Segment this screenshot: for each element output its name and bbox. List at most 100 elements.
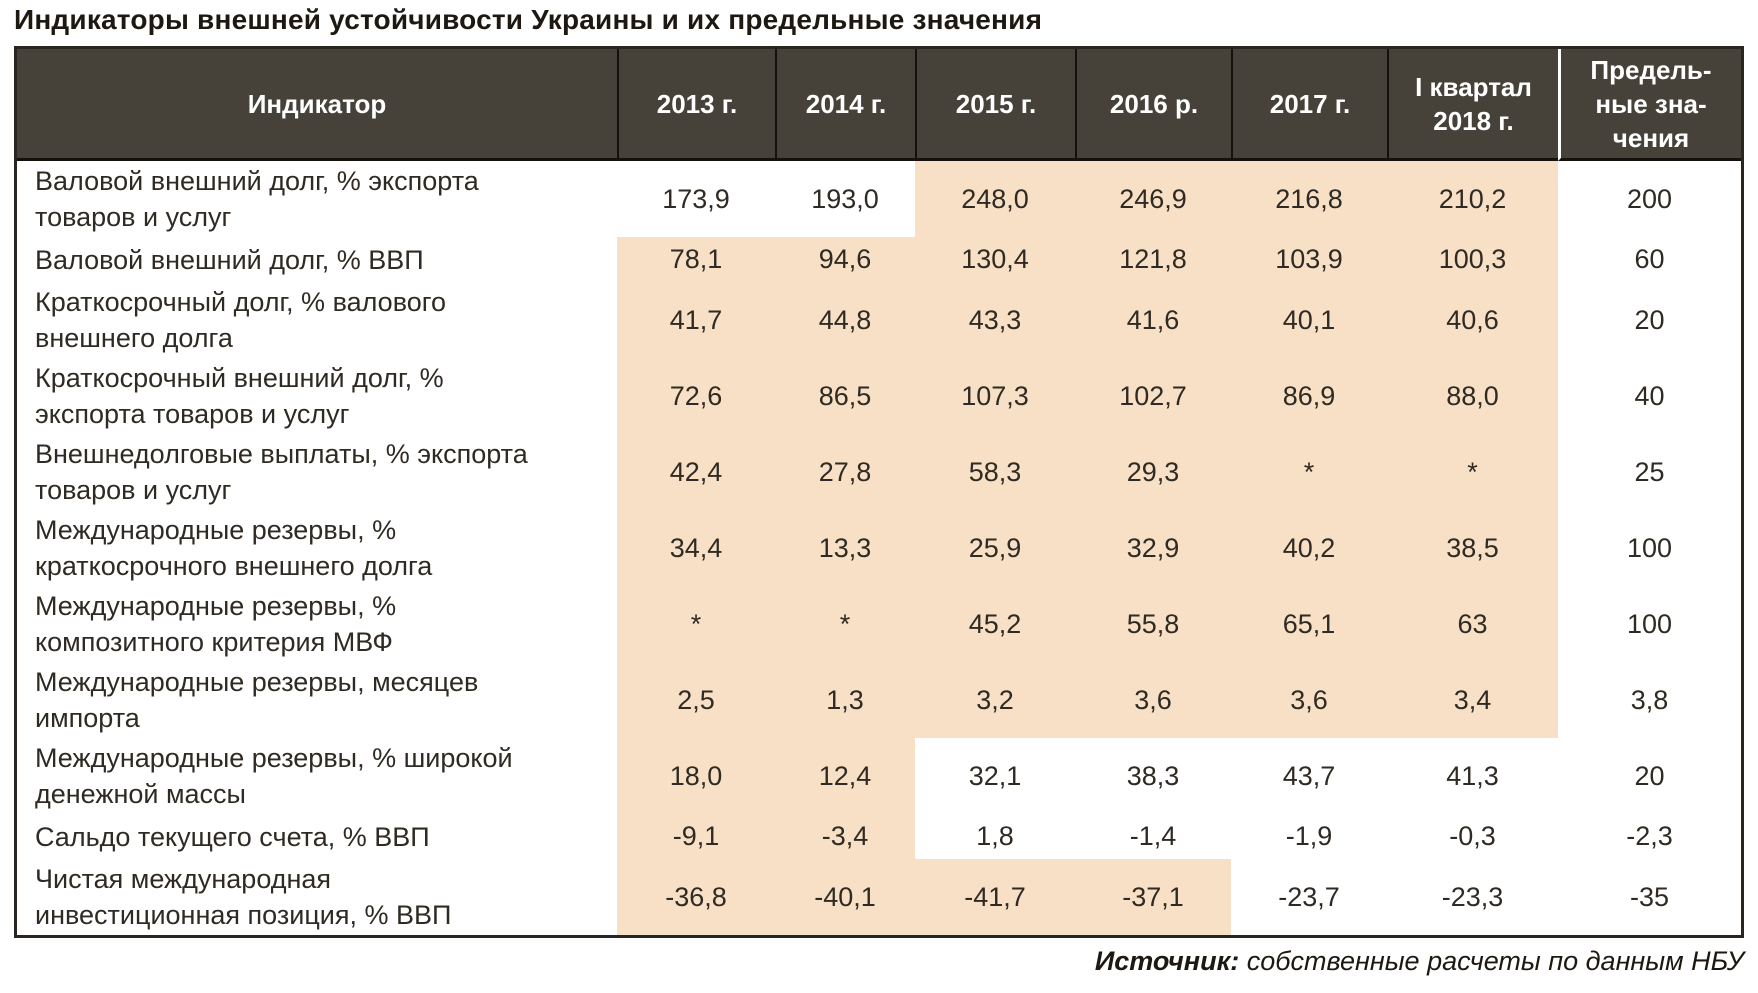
value-cell: 32,1	[968, 760, 1022, 791]
value-cell: 43,3	[915, 282, 1075, 358]
table-row: Чистая международная инвестиционная пози…	[17, 859, 1741, 935]
threshold-cell: 3,8	[1630, 684, 1669, 715]
threshold-cell: -35	[1629, 881, 1670, 912]
value-cell: 41,7	[617, 282, 775, 358]
table-row: Международные резервы, месяцев импорта 2,…	[17, 662, 1741, 738]
value-cell: 41,6	[1075, 282, 1231, 358]
value-cell: 43,7	[1282, 760, 1336, 791]
threshold-cell: 100	[1626, 608, 1673, 639]
threshold-cell: 20	[1634, 760, 1665, 791]
value-cell: 86,9	[1231, 358, 1387, 434]
table-row: Международные резервы, % краткосрочного …	[17, 510, 1741, 586]
table-row: Краткосрочный долг, % валового внешнего …	[17, 282, 1741, 358]
value-cell: -0,3	[1449, 821, 1496, 851]
value-cell: 3,2	[915, 662, 1075, 738]
threshold-cell: 100	[1626, 532, 1673, 563]
value-cell: 42,4	[617, 434, 775, 510]
value-cell: 3,4	[1387, 662, 1558, 738]
table-row: Внешнедолговые выплаты, % экспорта товар…	[17, 434, 1741, 510]
column-header: I квартал 2018 г.	[1387, 49, 1558, 161]
column-header: 2017 г.	[1231, 49, 1387, 161]
indicators-table-wrapper: Индикатор 2013 г. 2014 г. 2015 г. 2016 р. 201…	[14, 46, 1744, 938]
column-header: 2016 р.	[1075, 49, 1231, 161]
value-cell: 1,8	[976, 821, 1014, 851]
value-cell: 55,8	[1075, 586, 1231, 662]
table-row: Валовой внешний долг, % экспорта товаров…	[17, 161, 1741, 237]
value-cell: 86,5	[775, 358, 915, 434]
threshold-cell: -2,3	[1626, 821, 1673, 851]
value-cell: 41,3	[1446, 760, 1499, 791]
value-cell: 13,3	[775, 510, 915, 586]
value-cell: 29,3	[1075, 434, 1231, 510]
value-cell: 40,2	[1231, 510, 1387, 586]
table-body: Валовой внешний долг, % экспорта товаров…	[17, 161, 1741, 935]
table-row: Валовой внешний долг, % ВВП 78,1 94,6 130,4…	[17, 237, 1741, 282]
value-cell: 63	[1387, 586, 1558, 662]
value-cell: -23,7	[1278, 881, 1340, 912]
indicator-cell: Международные резервы, % широкой денежно…	[35, 743, 513, 809]
value-cell: 102,7	[1075, 358, 1231, 434]
value-cell: 27,8	[775, 434, 915, 510]
column-header: Предель- ные зна- чения	[1558, 49, 1741, 161]
value-cell: 38,3	[1126, 760, 1180, 791]
table-row: Международные резервы, % композитного кр…	[17, 586, 1741, 662]
value-cell: 193,0	[811, 183, 879, 214]
table-row: Сальдо текущего счета, % ВВП -9,1 -3,4 1,8 -…	[17, 814, 1741, 859]
column-header: 2015 г.	[915, 49, 1075, 161]
value-cell: 210,2	[1387, 161, 1558, 237]
value-cell: 65,1	[1231, 586, 1387, 662]
value-cell: 248,0	[915, 161, 1075, 237]
column-header: 2014 г.	[775, 49, 915, 161]
value-cell: 173,9	[662, 183, 730, 214]
value-cell: -9,1	[617, 814, 775, 859]
value-cell: 12,4	[775, 738, 915, 814]
value-cell: 130,4	[915, 237, 1075, 282]
value-cell: 78,1	[617, 237, 775, 282]
value-cell: 40,6	[1387, 282, 1558, 358]
value-cell: 32,9	[1075, 510, 1231, 586]
value-cell: 103,9	[1231, 237, 1387, 282]
threshold-cell: 20	[1634, 304, 1665, 335]
header-row: Индикатор 2013 г. 2014 г. 2015 г. 2016 р. 201…	[17, 49, 1741, 161]
table-row: Международные резервы, % широкой денежно…	[17, 738, 1741, 814]
value-cell: 38,5	[1387, 510, 1558, 586]
value-cell: *	[617, 586, 775, 662]
value-cell: 121,8	[1075, 237, 1231, 282]
value-cell: 72,6	[617, 358, 775, 434]
value-cell: *	[775, 586, 915, 662]
indicators-table: Индикатор 2013 г. 2014 г. 2015 г. 2016 р. 201…	[17, 49, 1741, 935]
threshold-cell: 200	[1626, 183, 1673, 214]
value-cell: 88,0	[1387, 358, 1558, 434]
indicator-cell: Международные резервы, % композитного кр…	[35, 591, 397, 657]
column-header: 2013 г.	[617, 49, 775, 161]
value-cell: *	[1231, 434, 1387, 510]
value-cell: 2,5	[617, 662, 775, 738]
table-header: Индикатор 2013 г. 2014 г. 2015 г. 2016 р. 201…	[17, 49, 1741, 161]
value-cell: 107,3	[915, 358, 1075, 434]
page-title: Индикаторы внешней устойчивости Украины …	[14, 4, 1043, 35]
value-cell: 246,9	[1075, 161, 1231, 237]
indicator-cell: Валовой внешний долг, % экспорта товаров…	[35, 166, 479, 232]
indicator-cell: Краткосрочный внешний долг, % экспорта т…	[35, 363, 444, 429]
value-cell: -41,7	[915, 859, 1075, 935]
value-cell: 45,2	[915, 586, 1075, 662]
indicator-cell: Международные резервы, % краткосрочного …	[35, 515, 433, 581]
indicator-cell: Чистая международная инвестиционная пози…	[35, 864, 452, 930]
source-note: Источник: собственные расчеты по данным …	[1095, 946, 1744, 977]
threshold-cell: 60	[1634, 244, 1665, 274]
indicator-cell: Краткосрочный долг, % валового внешнего …	[35, 287, 447, 353]
indicator-cell: Внешнедолговые выплаты, % экспорта товар…	[35, 439, 528, 505]
indicator-cell: Международные резервы, месяцев импорта	[35, 667, 479, 733]
value-cell: 34,4	[617, 510, 775, 586]
value-cell: -37,1	[1075, 859, 1231, 935]
value-cell: 18,0	[617, 738, 775, 814]
table-row: Краткосрочный внешний долг, % экспорта т…	[17, 358, 1741, 434]
value-cell: 40,1	[1231, 282, 1387, 358]
column-header-indicator: Индикатор	[17, 49, 617, 161]
value-cell: 100,3	[1387, 237, 1558, 282]
value-cell: -1,9	[1285, 821, 1333, 851]
threshold-cell: 40	[1634, 380, 1665, 411]
source-label: Источник:	[1094, 946, 1240, 976]
value-cell: -36,8	[617, 859, 775, 935]
